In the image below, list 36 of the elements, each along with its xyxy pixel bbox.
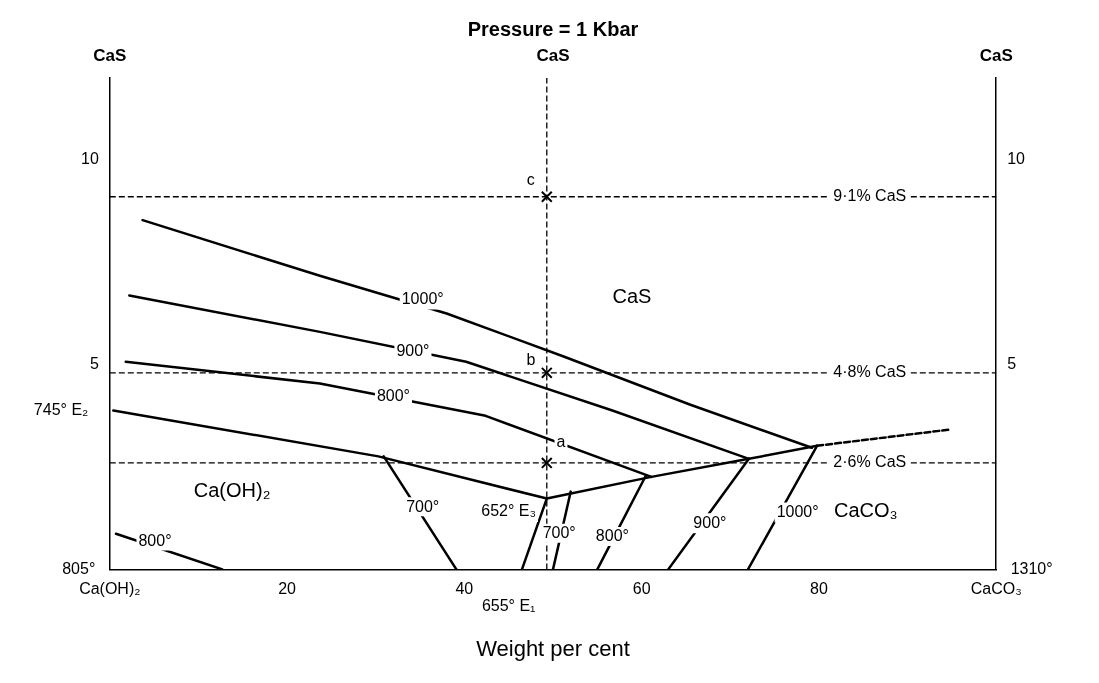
ref-line-label: 9·1% CaS: [833, 187, 907, 205]
annotation: 800°: [138, 531, 172, 549]
x-tick-label: CaCO₃: [970, 580, 1022, 598]
chart-title: Pressure = 1 Kbar: [467, 17, 639, 40]
annotation: CaS: [612, 285, 652, 308]
y2-tick-label: 10: [1007, 150, 1026, 168]
annotation: 700°: [542, 524, 576, 542]
text: CaS: [93, 45, 127, 65]
x-tick-label: 60: [632, 580, 651, 598]
annotation: 900°: [396, 341, 430, 359]
text: 805°: [62, 559, 96, 577]
text: 745° E₂: [33, 401, 89, 419]
x-tick-label: Ca(OH)₂: [79, 580, 141, 598]
annotation: 1000°: [776, 502, 819, 520]
annotation: 800°: [595, 527, 629, 545]
x-tick-label: 40: [455, 580, 474, 598]
y2-tick-label: 5: [1007, 355, 1017, 373]
annotation: b: [526, 350, 536, 368]
annotation: 800°: [376, 386, 410, 404]
x-tick-label: 20: [278, 580, 297, 598]
annotation: a: [556, 432, 566, 450]
annotation: CaCO₃: [834, 499, 898, 522]
annotation: 1000°: [401, 290, 444, 308]
text: 655° E₁: [481, 596, 536, 614]
annotation: 900°: [693, 513, 727, 531]
x-axis-title: Weight per cent: [476, 635, 630, 661]
annotation: 652° E₃: [481, 502, 537, 520]
text: 1310°: [1010, 559, 1053, 577]
annotation: Ca(OH)₂: [193, 479, 271, 502]
ref-line-label: 2·6% CaS: [833, 453, 907, 471]
text: CaS: [536, 45, 570, 65]
text: CaS: [979, 45, 1013, 65]
ref-line-label: 4·8% CaS: [833, 363, 907, 381]
annotation: c: [526, 170, 535, 188]
x-tick-label: 80: [810, 580, 828, 598]
annotation: 700°: [406, 497, 440, 515]
